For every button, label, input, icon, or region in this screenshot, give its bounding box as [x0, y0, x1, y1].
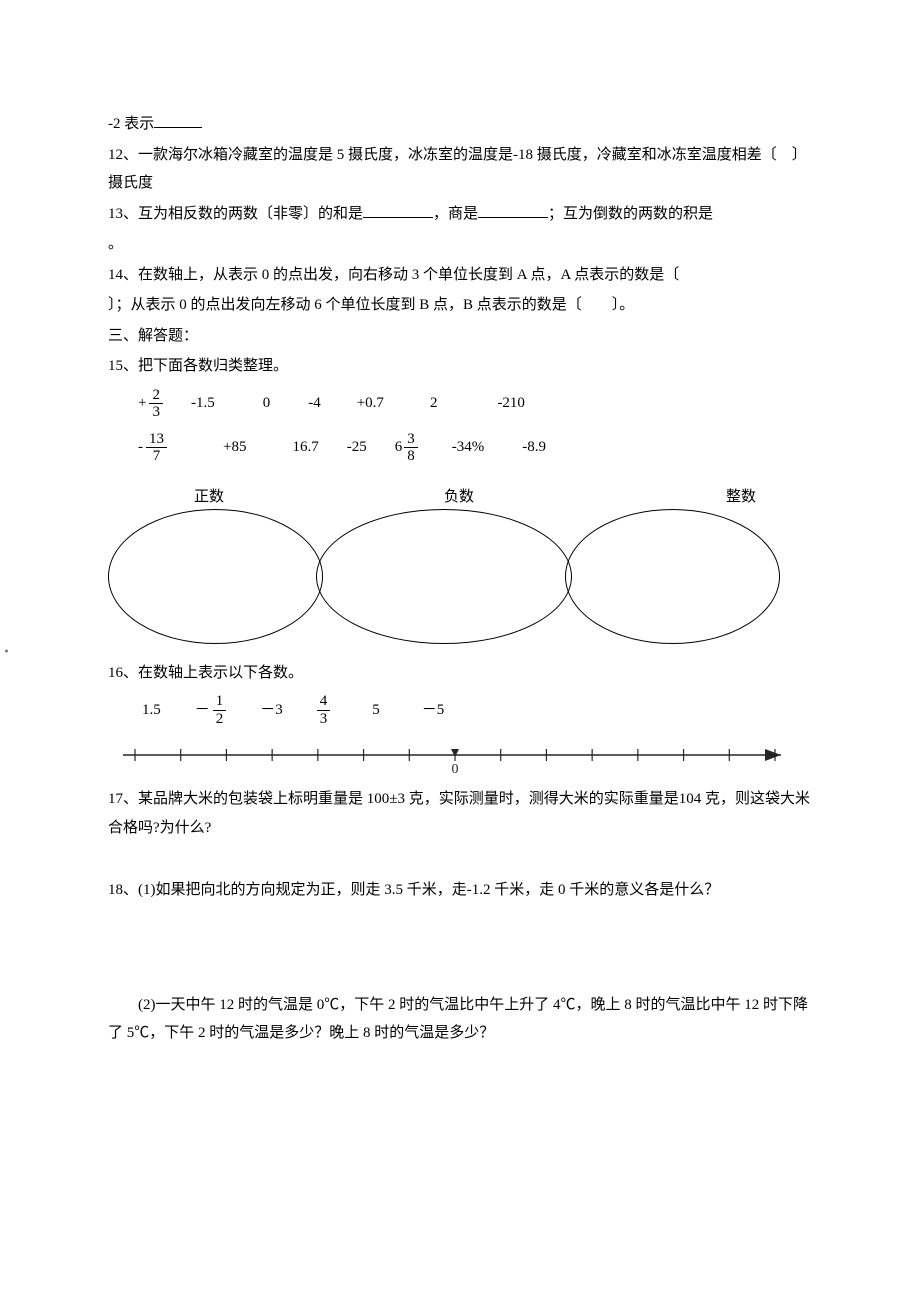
q18-1: 18、(1)如果把向北的方向规定为正，则走 3.5 千米，走-1.2 千米，走 …	[108, 876, 812, 905]
oval-integer	[565, 509, 780, 644]
svg-text:0: 0	[452, 762, 459, 777]
q17: 17、某品牌大米的包装袋上标明重量是 100±3 克，实际测量时，测得大米的实际…	[108, 785, 812, 842]
frac-bot: 3	[317, 711, 331, 728]
frac-top: 1	[213, 693, 227, 711]
val: －5	[422, 696, 445, 725]
frac-bot: 8	[404, 448, 418, 465]
frac-bot: 7	[150, 448, 164, 465]
sign: +	[138, 389, 146, 418]
whole: 6	[395, 433, 403, 462]
mixed-6-3-8: 6 3 8	[395, 431, 418, 465]
q15: 15、把下面各数归类整理。	[108, 352, 812, 381]
frac-top: 13	[146, 431, 167, 449]
oval-negative	[316, 509, 572, 644]
label-negative: 负数	[444, 483, 474, 512]
frac-neg-13-7: - 13 7	[138, 431, 167, 465]
q13: 13、互为相反数的两数〔非零〕的和是 ，商是 ；互为倒数的两数的积是	[108, 200, 812, 229]
frac-top: 3	[404, 431, 418, 449]
q15-row1: + 2 3 -1.5 0 -4 +0.7 2 -210	[138, 387, 812, 421]
q16-values: 1.5 － 1 2 －3 4 3 5 －5	[142, 693, 812, 727]
frac-bot: 2	[213, 711, 227, 728]
val: -25	[347, 433, 367, 462]
number-line: 0	[115, 733, 805, 779]
label-integer: 整数	[726, 483, 756, 512]
fraction: 1 2	[213, 693, 227, 727]
val: +0.7	[357, 389, 384, 418]
q14-b: 〕；从表示 0 的点出发向左移动 6 个单位长度到 B 点，B 点表示的数是〔 …	[108, 291, 812, 320]
val: 16.7	[292, 433, 318, 462]
q11-line: -2 表示	[108, 110, 812, 139]
q16: 16、在数轴上表示以下各数。	[108, 659, 812, 688]
val: －3	[260, 696, 283, 725]
oval-positive	[108, 509, 323, 644]
frac-top: 2	[149, 387, 163, 405]
frac-neg-1-2: － 1 2	[195, 693, 227, 727]
q12: 12、一款海尔冰箱冷藏室的温度是 5 摄氏度，冰冻室的温度是-18 摄氏度，冷藏…	[108, 141, 812, 198]
q18-2: (2)一天中午 12 时的气温是 0℃，下午 2 时的气温比中午上升了 4℃，晚…	[108, 991, 812, 1048]
val: +85	[223, 433, 246, 462]
val: -1.5	[191, 389, 215, 418]
fraction: 3 8	[404, 431, 418, 465]
fraction: 13 7	[146, 431, 167, 465]
val: 0	[263, 389, 271, 418]
val: -4	[308, 389, 321, 418]
frac-top: 4	[317, 693, 331, 711]
number-line-svg: 0	[115, 733, 805, 779]
sec3: 三、解答题：	[108, 322, 812, 351]
q13-a: 13、互为相反数的两数〔非零〕的和是	[108, 206, 363, 222]
q13-c: ；互为倒数的两数的积是	[548, 206, 713, 222]
blank-line	[363, 203, 433, 218]
q13-end: 。	[108, 230, 812, 259]
blank-line	[154, 113, 202, 128]
fraction: 2 3	[149, 387, 163, 421]
q14-a: 14、在数轴上，从表示 0 的点出发，向右移动 3 个单位长度到 A 点，A 点…	[108, 261, 812, 290]
frac-plus-2-3: + 2 3	[138, 387, 163, 421]
page-center-dot	[5, 650, 8, 653]
val: -210	[497, 389, 525, 418]
frac-4-3: 4 3	[317, 693, 331, 727]
val: -34%	[452, 433, 485, 462]
sign: －	[195, 696, 210, 725]
val: -8.9	[522, 433, 546, 462]
ovals-diagram: 正数 负数 整数	[108, 483, 812, 653]
q15-row2: - 13 7 +85 16.7 -25 6 3 8 -34% -8.9	[138, 431, 812, 465]
q11-prefix: -2 表示	[108, 116, 154, 132]
val: 5	[372, 696, 380, 725]
frac-bot: 3	[149, 404, 163, 421]
label-positive: 正数	[194, 483, 224, 512]
q13-b: ，商是	[433, 206, 478, 222]
sign: -	[138, 433, 143, 462]
blank-line	[478, 203, 548, 218]
val: 1.5	[142, 696, 161, 725]
val: 2	[430, 389, 438, 418]
